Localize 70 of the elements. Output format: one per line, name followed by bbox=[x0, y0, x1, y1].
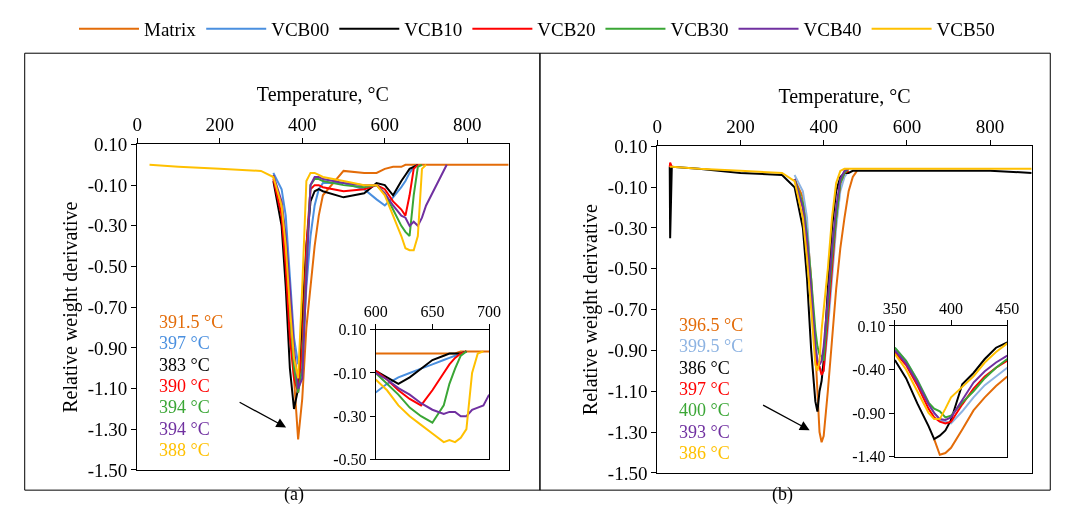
x-axis-title: Temperature, °C bbox=[778, 85, 911, 109]
y-tick-label: -0.50 bbox=[333, 451, 367, 469]
y-tick-label: -0.90 bbox=[87, 337, 128, 359]
y-tick-label: -0.50 bbox=[87, 256, 128, 278]
legend-label: VCB30 bbox=[670, 19, 729, 41]
y-tick-label: -0.40 bbox=[852, 361, 886, 379]
y-tick-label: -1.30 bbox=[87, 418, 128, 440]
legend-label: VCB20 bbox=[537, 19, 596, 41]
x-tick-label: 600 bbox=[892, 115, 922, 137]
x-tick-label: 800 bbox=[975, 115, 1005, 137]
y-tick-label: -1.10 bbox=[607, 380, 648, 402]
annotation: 399.5 °C bbox=[679, 336, 744, 356]
x-tick-label: 600 bbox=[370, 113, 400, 135]
x-tick-label: 700 bbox=[477, 303, 502, 321]
annotation: 396.5 °C bbox=[679, 315, 744, 335]
annotation: 397 °C bbox=[159, 333, 210, 353]
y-tick-label: -1.30 bbox=[607, 421, 648, 443]
y-tick-label: -1.40 bbox=[852, 448, 886, 466]
x-tick-label: 650 bbox=[420, 303, 445, 321]
annotation: 394 °C bbox=[159, 397, 210, 417]
y-axis-title: Relative weight derivative bbox=[579, 203, 603, 416]
x-tick-label: 200 bbox=[726, 115, 755, 137]
y-tick-label: -1.10 bbox=[87, 378, 128, 400]
x-tick-label: 0 bbox=[132, 113, 142, 135]
y-tick-label: -0.90 bbox=[607, 340, 648, 362]
y-tick-label: -0.30 bbox=[607, 217, 648, 239]
x-tick-label: 0 bbox=[652, 115, 662, 137]
y-tick-label: -0.10 bbox=[87, 174, 128, 196]
y-tick-label: -0.10 bbox=[333, 364, 367, 382]
x-tick-label: 200 bbox=[205, 113, 234, 135]
y-tick-label: 0.10 bbox=[857, 317, 886, 335]
legend-label: VCB50 bbox=[936, 19, 995, 41]
y-tick-label: -0.70 bbox=[607, 299, 648, 321]
y-tick-label: -0.70 bbox=[87, 296, 128, 318]
x-tick-label: 800 bbox=[453, 113, 482, 135]
y-tick-label: -1.50 bbox=[87, 459, 128, 481]
x-tick-label: 600 bbox=[363, 303, 388, 321]
y-tick-label: -0.30 bbox=[333, 407, 367, 425]
annotation: 388 °C bbox=[159, 440, 210, 460]
x-tick-label: 400 bbox=[809, 115, 838, 137]
x-tick-label: 450 bbox=[995, 299, 1020, 317]
legend-label: VCB10 bbox=[404, 19, 463, 41]
x-tick-label: 400 bbox=[939, 299, 964, 317]
line-series bbox=[375, 371, 490, 418]
y-tick-label: -1.50 bbox=[607, 462, 648, 484]
line-series bbox=[933, 375, 1008, 456]
x-tick-label: 400 bbox=[288, 113, 317, 135]
y-tick-label: -0.30 bbox=[87, 215, 128, 237]
annotation: 400 °C bbox=[679, 400, 730, 420]
legend-label: VCB40 bbox=[803, 19, 862, 41]
y-axis-title: Relative weight derivative bbox=[59, 201, 83, 413]
annotation: 386 °C bbox=[679, 443, 730, 463]
annotation: 386 °C bbox=[679, 358, 730, 378]
annotation: 383 °C bbox=[159, 355, 210, 375]
y-tick-label: 0.10 bbox=[338, 321, 367, 339]
annotation: 394 °C bbox=[159, 419, 210, 439]
annotation: 391.5 °C bbox=[159, 312, 224, 332]
annotation: 393 °C bbox=[679, 422, 730, 442]
x-axis-title: Temperature, °C bbox=[256, 83, 389, 107]
y-tick-label: -0.90 bbox=[852, 404, 886, 422]
legend-label: VCB00 bbox=[271, 19, 330, 41]
annotation: 397 °C bbox=[679, 379, 730, 399]
line-series bbox=[272, 163, 448, 390]
legend-label: Matrix bbox=[144, 19, 197, 41]
y-tick-label: -0.10 bbox=[607, 176, 648, 198]
x-tick-label: 350 bbox=[882, 299, 907, 317]
y-tick-label: -0.50 bbox=[607, 258, 648, 280]
y-tick-label: 0.10 bbox=[94, 134, 128, 156]
annotation: 390 °C bbox=[159, 376, 210, 396]
y-tick-label: 0.10 bbox=[614, 136, 648, 158]
